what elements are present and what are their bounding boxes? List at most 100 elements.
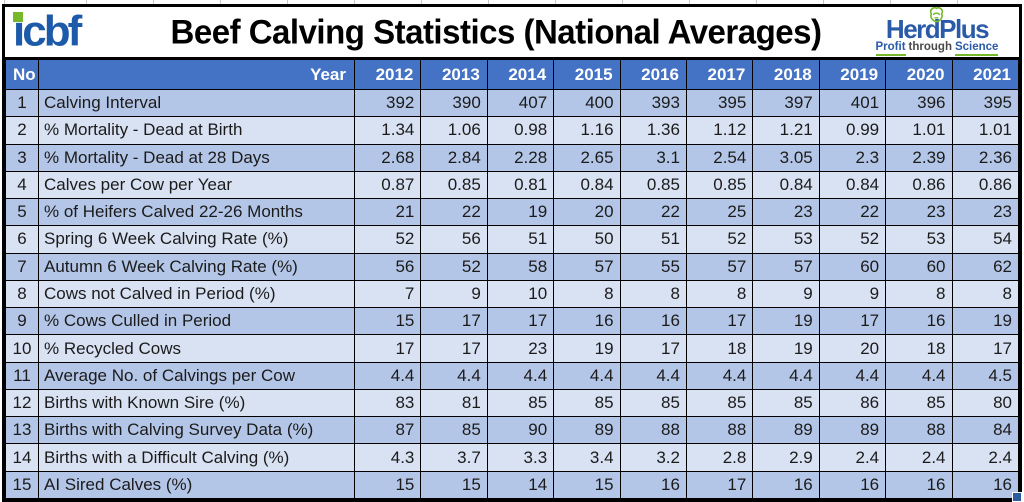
- cell-value[interactable]: 56: [353, 252, 422, 281]
- cell-value[interactable]: 2.54: [685, 143, 754, 172]
- cell-value[interactable]: 407: [486, 88, 555, 118]
- cell-value[interactable]: 17: [420, 334, 488, 363]
- cell-value[interactable]: 2.84: [420, 143, 488, 172]
- cell-value[interactable]: 3.05: [752, 143, 820, 172]
- cell-value[interactable]: 17: [619, 334, 687, 363]
- cell-value[interactable]: 8: [619, 279, 687, 309]
- cell-value[interactable]: 2.4: [818, 443, 887, 472]
- cell-value[interactable]: 15: [553, 470, 621, 500]
- cell-value[interactable]: 22: [818, 198, 887, 227]
- header-year-col[interactable]: 2016: [619, 59, 687, 90]
- cell-value[interactable]: 2.65: [553, 143, 621, 172]
- cell-value[interactable]: 19: [486, 198, 555, 227]
- cell-value[interactable]: 19: [752, 334, 820, 363]
- cell-value[interactable]: 87: [353, 416, 422, 445]
- cell-value[interactable]: 20: [553, 198, 621, 227]
- header-year-col[interactable]: 2021: [951, 59, 1020, 90]
- cell-value[interactable]: 16: [885, 307, 953, 336]
- cell-value[interactable]: 2.68: [353, 143, 422, 172]
- cell-label[interactable]: Average No. of Calvings per Cow: [38, 361, 355, 390]
- cell-value[interactable]: 19: [951, 307, 1020, 336]
- cell-value[interactable]: 89: [553, 416, 621, 445]
- cell-value[interactable]: 52: [818, 225, 887, 254]
- cell-value[interactable]: 88: [685, 416, 754, 445]
- cell-label[interactable]: % of Heifers Calved 22-26 Months: [38, 198, 355, 227]
- header-year-col[interactable]: 2018: [752, 59, 820, 90]
- cell-value[interactable]: 18: [885, 334, 953, 363]
- cell-value[interactable]: 52: [420, 252, 488, 281]
- cell-value[interactable]: 390: [420, 88, 488, 118]
- cell-value[interactable]: 23: [486, 334, 555, 363]
- cell-value[interactable]: 3.1: [619, 143, 687, 172]
- cell-value[interactable]: 0.84: [818, 170, 887, 200]
- cell-value[interactable]: 17: [685, 307, 754, 336]
- cell-value[interactable]: 16: [818, 470, 887, 500]
- cell-label[interactable]: Spring 6 Week Calving Rate (%): [38, 225, 355, 254]
- cell-row-number[interactable]: 7: [5, 252, 39, 281]
- cell-row-number[interactable]: 1: [5, 88, 39, 118]
- cell-value[interactable]: 0.85: [619, 170, 687, 200]
- header-year-col[interactable]: 2019: [818, 59, 887, 90]
- cell-value[interactable]: 18: [685, 334, 754, 363]
- cell-value[interactable]: 3.2: [619, 443, 687, 472]
- cell-value[interactable]: 400: [553, 88, 621, 118]
- cell-value[interactable]: 17: [420, 307, 488, 336]
- cell-value[interactable]: 2.4: [951, 443, 1020, 472]
- cell-value[interactable]: 4.4: [885, 361, 953, 390]
- cell-value[interactable]: 23: [752, 198, 820, 227]
- cell-value[interactable]: 83: [353, 388, 422, 418]
- cell-value[interactable]: 88: [885, 416, 953, 445]
- cell-value[interactable]: 15: [353, 470, 422, 500]
- cell-value[interactable]: 3.7: [420, 443, 488, 472]
- cell-value[interactable]: 1.01: [951, 116, 1020, 145]
- cell-value[interactable]: 85: [885, 388, 953, 418]
- cell-value[interactable]: 23: [951, 198, 1020, 227]
- cell-value[interactable]: 0.87: [353, 170, 422, 200]
- header-year-col[interactable]: 2012: [353, 59, 422, 90]
- cell-value[interactable]: 57: [553, 252, 621, 281]
- cell-value[interactable]: 16: [951, 470, 1020, 500]
- cell-value[interactable]: 0.81: [486, 170, 555, 200]
- cell-value[interactable]: 1.16: [553, 116, 621, 145]
- cell-label[interactable]: Calving Interval: [38, 88, 355, 118]
- cell-value[interactable]: 1.36: [619, 116, 687, 145]
- cell-value[interactable]: 89: [752, 416, 820, 445]
- cell-value[interactable]: 4.4: [553, 361, 621, 390]
- cell-value[interactable]: 9: [752, 279, 820, 309]
- cell-row-number[interactable]: 9: [5, 307, 39, 336]
- cell-value[interactable]: 85: [685, 388, 754, 418]
- cell-value[interactable]: 51: [619, 225, 687, 254]
- cell-value[interactable]: 4.4: [420, 361, 488, 390]
- cell-value[interactable]: 397: [752, 88, 820, 118]
- cell-value[interactable]: 1.12: [685, 116, 754, 145]
- cell-row-number[interactable]: 2: [5, 116, 39, 145]
- cell-value[interactable]: 4.3: [353, 443, 422, 472]
- cell-value[interactable]: 1.01: [885, 116, 953, 145]
- cell-value[interactable]: 16: [885, 470, 953, 500]
- cell-row-number[interactable]: 8: [5, 279, 39, 309]
- cell-label[interactable]: Births with a Difficult Calving (%): [38, 443, 355, 472]
- cell-value[interactable]: 8: [553, 279, 621, 309]
- cell-value[interactable]: 16: [619, 470, 687, 500]
- cell-value[interactable]: 20: [818, 334, 887, 363]
- excel-fill-handle[interactable]: [1012, 492, 1022, 502]
- cell-value[interactable]: 2.28: [486, 143, 555, 172]
- cell-value[interactable]: 2.3: [818, 143, 887, 172]
- cell-row-number[interactable]: 6: [5, 225, 39, 254]
- cell-value[interactable]: 2.39: [885, 143, 953, 172]
- cell-value[interactable]: 8: [685, 279, 754, 309]
- cell-value[interactable]: 1.21: [752, 116, 820, 145]
- cell-value[interactable]: 0.85: [685, 170, 754, 200]
- cell-label[interactable]: % Cows Culled in Period: [38, 307, 355, 336]
- cell-value[interactable]: 52: [685, 225, 754, 254]
- cell-value[interactable]: 10: [486, 279, 555, 309]
- cell-row-number[interactable]: 15: [5, 470, 39, 500]
- cell-value[interactable]: 85: [486, 388, 555, 418]
- cell-value[interactable]: 14: [486, 470, 555, 500]
- cell-value[interactable]: 85: [553, 388, 621, 418]
- cell-label[interactable]: Births with Known Sire (%): [38, 388, 355, 418]
- cell-value[interactable]: 0.85: [420, 170, 488, 200]
- header-year[interactable]: Year: [38, 59, 355, 90]
- cell-value[interactable]: 4.4: [752, 361, 820, 390]
- cell-value[interactable]: 85: [619, 388, 687, 418]
